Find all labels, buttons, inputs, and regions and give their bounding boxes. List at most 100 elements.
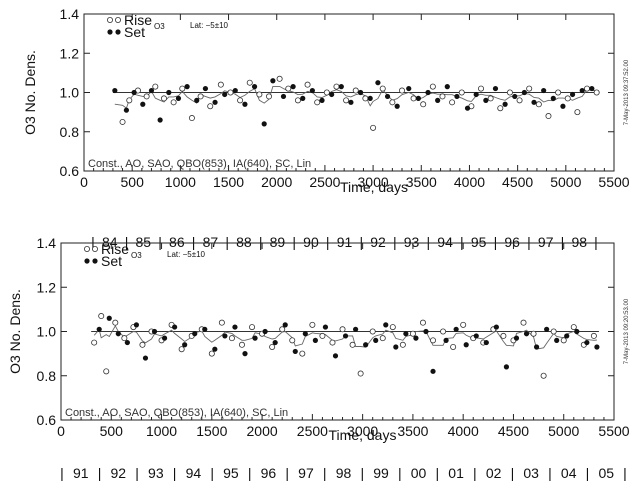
timestamp-label: 7-May-2013 09:20:53.00 (624, 298, 630, 364)
set-data-point (363, 342, 369, 348)
rise-data-point (555, 89, 562, 96)
year-separator: | (285, 465, 289, 481)
year-label: 88 (236, 234, 252, 250)
rise-data-point (449, 99, 456, 106)
x-tick-label: 2000 (261, 174, 292, 190)
x-tick-label: 5500 (598, 423, 629, 439)
set-data-point (584, 339, 590, 346)
rise-data-point (309, 321, 316, 328)
set-data-point (212, 99, 218, 105)
year-separator: | (326, 234, 330, 250)
set-data-point (513, 335, 520, 341)
timestamp-label: 7-May-2013 09:37:52.00 (624, 59, 630, 125)
rise-data-point (458, 89, 465, 96)
year-label: 00 (411, 465, 427, 481)
set-data-point (357, 89, 364, 96)
rise-data-point (319, 332, 326, 339)
set-data-point (394, 103, 400, 109)
rise-data-point (197, 93, 204, 100)
set-data-point (252, 335, 258, 341)
year-separator: | (192, 234, 196, 250)
year-label: 86 (169, 234, 185, 250)
rise-data-point (152, 83, 159, 90)
rise-data-point (506, 89, 513, 96)
rise-data-point (487, 95, 494, 102)
set-data-point (435, 97, 441, 103)
rise-data-point (430, 337, 437, 344)
set-data-point (373, 337, 379, 343)
set-data-point (319, 97, 325, 103)
rise-data-point (357, 370, 364, 377)
set-data-point (384, 93, 391, 100)
x-tick-label: 1500 (196, 423, 227, 439)
rise-data-point (238, 341, 245, 348)
x-tick-label: 4500 (498, 423, 529, 439)
rise-data-point (460, 321, 467, 328)
rise-data-point (584, 85, 591, 92)
x-tick-label: 4000 (454, 174, 485, 190)
set-data-point (444, 84, 450, 90)
x-tick-label: 2500 (297, 423, 328, 439)
year-label: 04 (561, 465, 577, 481)
set-data-point (142, 355, 149, 361)
year-separator: | (473, 465, 477, 481)
year-label: 95 (223, 465, 239, 481)
set-data-point (124, 339, 130, 346)
rise-data-point (333, 83, 340, 90)
x-tick-label: 500 (100, 423, 124, 439)
rise-data-point (497, 105, 504, 112)
set-data-point (115, 331, 121, 337)
set-data-point (531, 99, 537, 105)
set-data-point (541, 87, 547, 94)
rise-data-point (362, 95, 369, 102)
year-label: 84 (102, 234, 118, 250)
rise-data-point (593, 89, 600, 96)
rise-data-point (398, 87, 405, 94)
year-label: 03 (523, 465, 539, 481)
set-data-point (523, 331, 530, 337)
set-data-point (415, 95, 421, 101)
year-label: 94 (437, 234, 453, 250)
rise-data-point (279, 326, 286, 333)
year-label: 98 (336, 465, 352, 481)
set-data-point (560, 103, 566, 109)
set-data-point (348, 99, 354, 105)
year-label: 90 (303, 234, 319, 250)
rise-data-point (217, 81, 224, 88)
set-data-point (280, 93, 287, 100)
year-separator: | (248, 465, 252, 481)
rise-data-point (276, 75, 283, 82)
legend-set-marker (107, 29, 113, 35)
set-data-point (261, 121, 267, 127)
year-separator: | (91, 234, 95, 250)
legend-rise-marker (115, 16, 122, 23)
rise-data-point (439, 93, 446, 100)
set-data-point (112, 87, 118, 94)
x-tick-label: 3500 (406, 174, 437, 190)
rise-data-point (285, 85, 292, 92)
rise-data-point (570, 324, 577, 331)
year-separator: | (135, 465, 139, 481)
rise-data-point (98, 313, 105, 320)
year-label: 01 (448, 465, 464, 481)
rise-data-point (526, 85, 533, 92)
y-tick-label: 0.6 (60, 163, 80, 179)
rise-data-point (256, 91, 263, 98)
legend-rise-marker (84, 245, 91, 252)
rise-data-point (112, 319, 119, 326)
year-label: 93 (404, 234, 420, 250)
rise-data-point (103, 368, 110, 375)
set-data-point (352, 326, 359, 332)
year-separator: | (360, 465, 364, 481)
year-separator: | (323, 465, 327, 481)
set-data-point (453, 326, 459, 332)
set-data-point (554, 337, 560, 343)
legend-set-marker (84, 258, 90, 264)
year-separator: | (359, 234, 363, 250)
set-data-point (533, 344, 540, 350)
rise-data-point (237, 97, 244, 104)
y-tick-label: 1.0 (37, 324, 57, 340)
set-data-point (338, 84, 344, 90)
set-data-point (157, 117, 163, 123)
rise-data-point (352, 87, 359, 94)
